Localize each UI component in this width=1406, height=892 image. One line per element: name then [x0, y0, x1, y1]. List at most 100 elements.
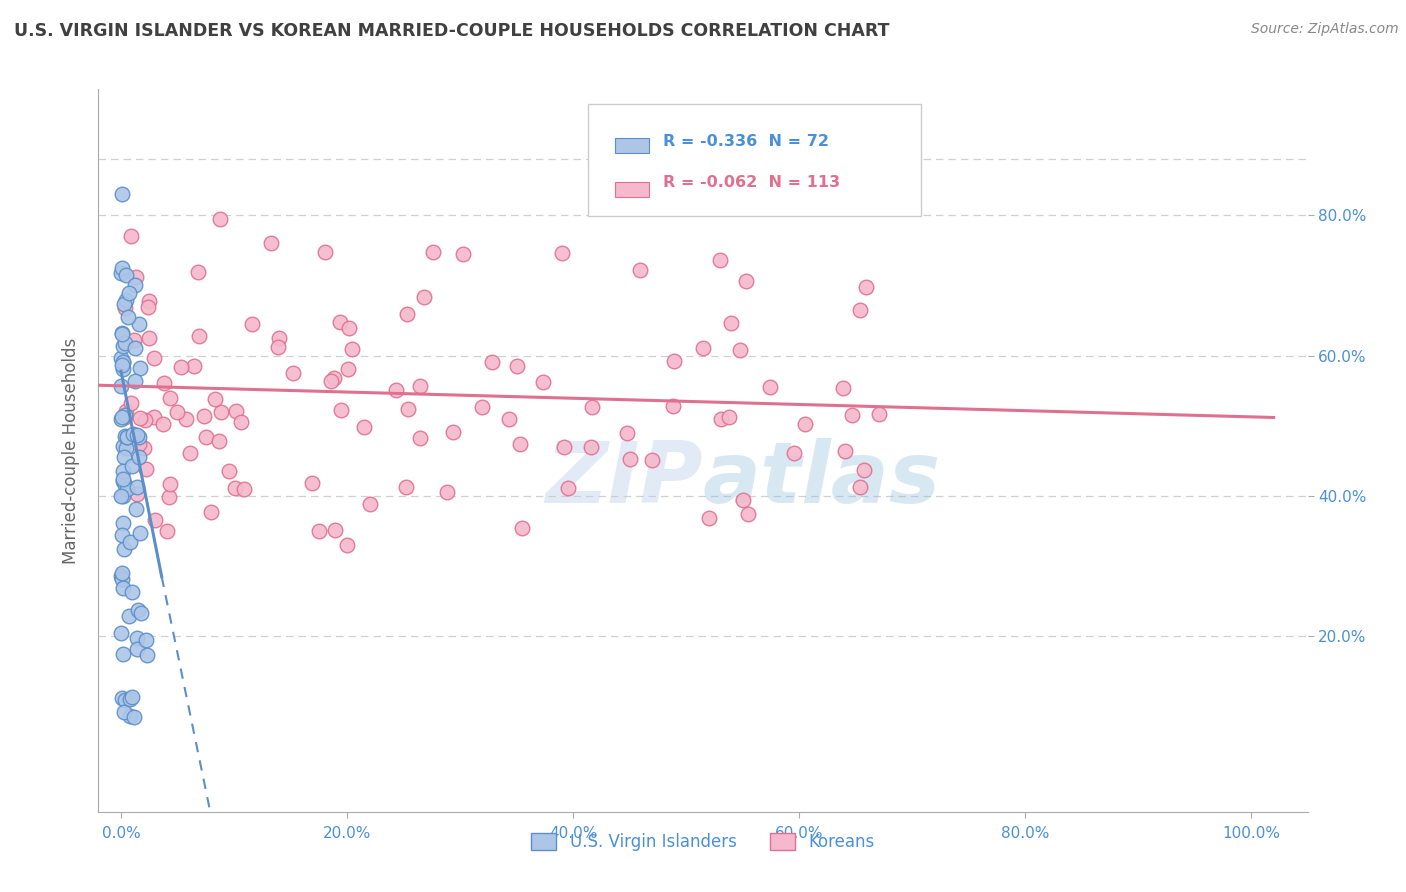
Point: [135, 462, 157, 476]
Text: U.S. VIRGIN ISLANDER VS KOREAN MARRIED-COUPLE HOUSEHOLDS CORRELATION CHART: U.S. VIRGIN ISLANDER VS KOREAN MARRIED-C…: [14, 22, 890, 40]
Point: [111, 260, 134, 275]
Point: [395, 480, 418, 494]
Point: [156, 524, 179, 538]
Point: [157, 490, 180, 504]
Point: [758, 380, 780, 394]
Point: [841, 408, 863, 422]
Point: [159, 477, 181, 491]
Point: [128, 450, 150, 464]
Point: [471, 401, 494, 415]
Point: [794, 417, 817, 431]
Point: [336, 538, 359, 552]
Legend: U.S. Virgin Islanders, Koreans: U.S. Virgin Islanders, Koreans: [524, 826, 882, 857]
Point: [110, 412, 132, 426]
Point: [451, 246, 474, 260]
Point: [115, 482, 138, 496]
Point: [111, 581, 134, 595]
Point: [509, 437, 531, 451]
Point: [412, 290, 434, 304]
Point: [111, 464, 134, 478]
Point: [188, 329, 211, 343]
Point: [110, 267, 132, 281]
Point: [267, 331, 290, 345]
Point: [551, 246, 574, 260]
Point: [120, 229, 142, 244]
Point: [125, 480, 148, 494]
Y-axis label: Married-couple Households: Married-couple Households: [62, 337, 80, 564]
Text: R = -0.336  N = 72: R = -0.336 N = 72: [664, 134, 830, 149]
Point: [409, 378, 432, 392]
Point: [124, 341, 146, 355]
Point: [359, 497, 381, 511]
Point: [121, 426, 143, 441]
Text: ZIP: ZIP: [546, 438, 703, 521]
Point: [128, 361, 150, 376]
Point: [111, 566, 134, 580]
Point: [783, 446, 806, 460]
Point: [111, 339, 134, 353]
Point: [353, 419, 375, 434]
Point: [267, 340, 290, 354]
Point: [129, 411, 152, 425]
FancyBboxPatch shape: [614, 182, 648, 197]
Point: [697, 510, 720, 524]
Point: [111, 528, 134, 542]
Point: [531, 375, 554, 389]
Point: [112, 474, 135, 488]
Point: [868, 408, 890, 422]
Point: [384, 383, 406, 397]
Point: [336, 361, 359, 376]
Point: [111, 362, 134, 376]
Point: [112, 541, 135, 556]
Point: [143, 351, 166, 365]
Text: atlas: atlas: [703, 438, 941, 521]
Point: [112, 516, 135, 530]
Point: [319, 374, 342, 388]
Point: [152, 417, 174, 431]
Point: [114, 693, 136, 707]
Point: [111, 358, 134, 372]
Point: [855, 280, 877, 294]
Point: [111, 326, 134, 341]
Point: [308, 524, 330, 538]
Point: [717, 410, 740, 425]
Point: [720, 316, 742, 330]
Point: [166, 405, 188, 419]
Point: [114, 478, 136, 492]
Point: [193, 409, 215, 423]
Point: [422, 244, 444, 259]
Point: [142, 409, 165, 424]
Point: [224, 481, 246, 495]
Point: [136, 648, 159, 662]
Point: [174, 411, 197, 425]
Point: [662, 354, 685, 368]
Point: [510, 521, 533, 535]
Point: [709, 252, 731, 267]
Point: [553, 441, 575, 455]
Point: [187, 265, 209, 279]
Point: [728, 343, 751, 357]
Point: [114, 293, 136, 308]
Point: [134, 412, 156, 426]
Point: [733, 493, 755, 508]
Point: [110, 626, 132, 640]
Point: [120, 709, 142, 723]
Point: [128, 317, 150, 331]
Point: [127, 631, 149, 645]
Point: [170, 360, 193, 375]
Point: [138, 331, 160, 345]
Point: [323, 371, 346, 385]
Point: [204, 392, 226, 406]
Point: [120, 396, 142, 410]
Point: [132, 441, 155, 455]
Point: [506, 359, 529, 373]
Point: [710, 411, 733, 425]
Point: [737, 508, 759, 522]
Point: [111, 354, 134, 368]
Point: [111, 410, 134, 425]
Point: [111, 647, 134, 661]
Point: [112, 489, 135, 503]
Point: [581, 400, 603, 414]
Point: [619, 452, 641, 467]
Point: [337, 320, 360, 334]
